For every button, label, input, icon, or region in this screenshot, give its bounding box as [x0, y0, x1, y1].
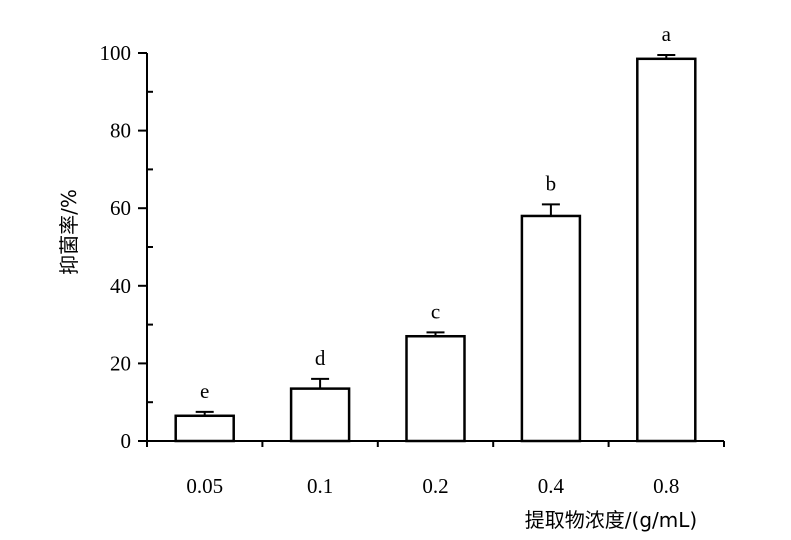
bar — [520, 214, 582, 443]
y-axis-ticks: 0 20 40 60 80 100 — [100, 41, 153, 453]
x-tick-label: 0.2 — [422, 474, 448, 498]
y-tick-label: 100 — [100, 41, 132, 65]
x-tick-label: 0.4 — [538, 474, 565, 498]
x-tick-label: 0.1 — [307, 474, 333, 498]
significance-label: a — [662, 22, 672, 46]
x-tick-label: 0.8 — [653, 474, 679, 498]
error-bars — [195, 53, 676, 416]
bar — [289, 387, 351, 443]
y-tick-label: 80 — [110, 119, 131, 143]
x-tick-label: 0.05 — [186, 474, 223, 498]
x-axis-ticks: 0.05 0.1 0.2 0.4 0.8 — [146, 441, 725, 498]
y-tick-label: 60 — [110, 196, 131, 220]
bar — [174, 414, 235, 443]
significance-labels: e d c b a — [200, 22, 672, 403]
significance-label: c — [431, 299, 440, 323]
bars — [174, 57, 697, 443]
y-tick-label: 20 — [110, 351, 131, 375]
y-tick-label: 40 — [110, 274, 131, 298]
x-axis-title: 提取物浓度/(g/mL) — [525, 508, 697, 532]
bar — [636, 57, 697, 443]
y-tick-label: 0 — [121, 429, 132, 453]
significance-label: d — [315, 346, 326, 370]
significance-label: b — [546, 171, 557, 195]
bar — [405, 334, 466, 443]
y-axis-title: 抑菌率/% — [57, 189, 81, 275]
significance-label: e — [200, 379, 209, 403]
